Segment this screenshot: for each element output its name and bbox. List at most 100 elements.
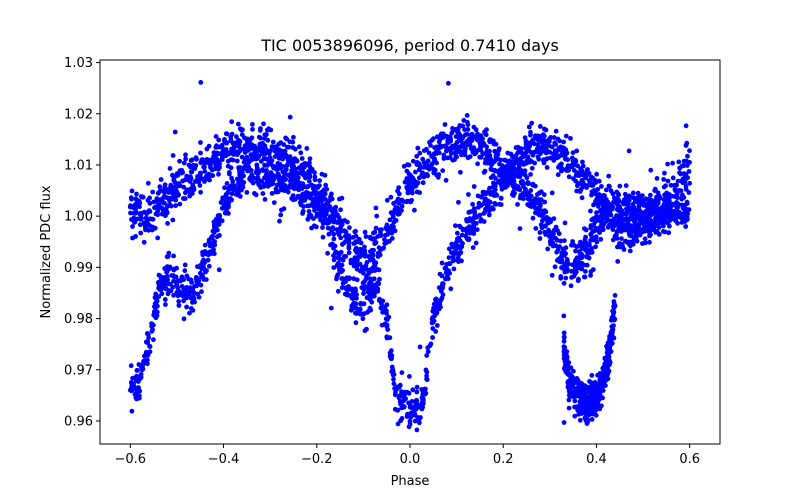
data-point bbox=[581, 241, 587, 247]
data-point bbox=[274, 182, 280, 188]
data-point bbox=[605, 224, 611, 230]
data-point bbox=[553, 235, 558, 241]
data-point bbox=[535, 192, 540, 197]
data-point bbox=[562, 238, 567, 244]
data-point bbox=[327, 215, 333, 220]
data-point bbox=[527, 158, 533, 163]
data-point bbox=[301, 172, 307, 178]
data-point bbox=[595, 187, 601, 192]
data-point bbox=[551, 216, 557, 222]
data-point bbox=[133, 210, 138, 216]
data-point bbox=[667, 223, 672, 229]
data-point bbox=[391, 381, 397, 387]
data-point bbox=[265, 175, 271, 180]
data-point bbox=[277, 218, 282, 224]
data-point bbox=[292, 146, 298, 152]
data-point bbox=[606, 173, 612, 179]
data-point bbox=[351, 300, 357, 306]
data-point bbox=[128, 363, 134, 369]
data-point bbox=[382, 237, 387, 243]
data-point bbox=[537, 230, 543, 235]
data-point bbox=[666, 215, 672, 220]
data-point bbox=[661, 177, 667, 182]
data-point bbox=[223, 210, 229, 216]
data-point bbox=[374, 213, 380, 219]
data-point bbox=[617, 242, 622, 248]
data-point bbox=[196, 294, 202, 300]
data-point bbox=[336, 232, 342, 237]
data-point bbox=[464, 138, 470, 144]
data-point bbox=[187, 193, 193, 199]
data-point bbox=[219, 218, 225, 224]
data-point bbox=[156, 203, 162, 209]
data-point bbox=[407, 178, 412, 184]
data-point bbox=[554, 153, 560, 158]
data-point bbox=[677, 165, 683, 171]
data-point bbox=[564, 258, 570, 264]
data-point bbox=[521, 160, 527, 166]
data-point bbox=[254, 165, 260, 171]
data-point bbox=[552, 264, 558, 270]
data-point bbox=[155, 235, 161, 241]
data-point bbox=[456, 244, 462, 249]
data-point bbox=[549, 190, 555, 196]
data-point bbox=[294, 179, 300, 184]
data-point bbox=[594, 210, 599, 216]
data-point bbox=[623, 222, 628, 228]
data-point bbox=[216, 137, 222, 143]
data-point bbox=[546, 227, 551, 233]
data-point bbox=[391, 219, 397, 225]
data-point bbox=[166, 250, 172, 256]
data-point bbox=[424, 353, 430, 358]
data-point bbox=[261, 121, 266, 127]
data-point bbox=[136, 198, 142, 204]
data-point bbox=[361, 301, 367, 307]
data-point bbox=[571, 273, 577, 279]
data-point bbox=[135, 379, 141, 384]
data-point bbox=[589, 249, 595, 255]
data-point bbox=[397, 384, 402, 390]
data-point bbox=[389, 230, 395, 236]
data-point bbox=[433, 296, 439, 302]
data-point bbox=[423, 147, 429, 153]
data-point bbox=[322, 214, 328, 220]
data-point bbox=[176, 299, 182, 304]
data-point bbox=[452, 249, 458, 255]
data-point bbox=[506, 175, 512, 181]
data-point bbox=[433, 329, 439, 334]
data-point bbox=[544, 156, 550, 162]
data-point bbox=[420, 390, 426, 396]
data-point bbox=[297, 182, 303, 188]
data-point bbox=[444, 274, 450, 280]
data-point bbox=[373, 205, 379, 211]
data-point bbox=[245, 162, 251, 167]
data-point bbox=[423, 367, 429, 373]
data-point bbox=[130, 375, 136, 381]
data-point bbox=[134, 191, 139, 197]
data-point bbox=[535, 142, 541, 148]
data-point bbox=[538, 189, 544, 195]
data-point bbox=[573, 158, 579, 164]
data-point bbox=[443, 177, 449, 183]
data-point bbox=[291, 197, 296, 203]
data-point bbox=[206, 239, 212, 245]
data-point bbox=[396, 185, 402, 191]
data-point bbox=[661, 203, 667, 208]
data-point bbox=[623, 238, 628, 244]
data-point bbox=[262, 156, 268, 161]
data-point bbox=[466, 192, 471, 197]
data-point bbox=[223, 191, 229, 197]
data-point bbox=[408, 414, 414, 420]
data-point bbox=[371, 247, 376, 253]
data-point bbox=[393, 389, 398, 395]
data-point bbox=[574, 391, 579, 397]
data-point bbox=[563, 275, 569, 281]
data-point bbox=[326, 220, 332, 226]
data-point bbox=[409, 187, 415, 192]
data-point bbox=[551, 135, 557, 140]
data-point bbox=[313, 184, 319, 190]
data-point bbox=[225, 163, 231, 169]
data-point bbox=[410, 387, 416, 393]
data-point bbox=[211, 247, 217, 253]
